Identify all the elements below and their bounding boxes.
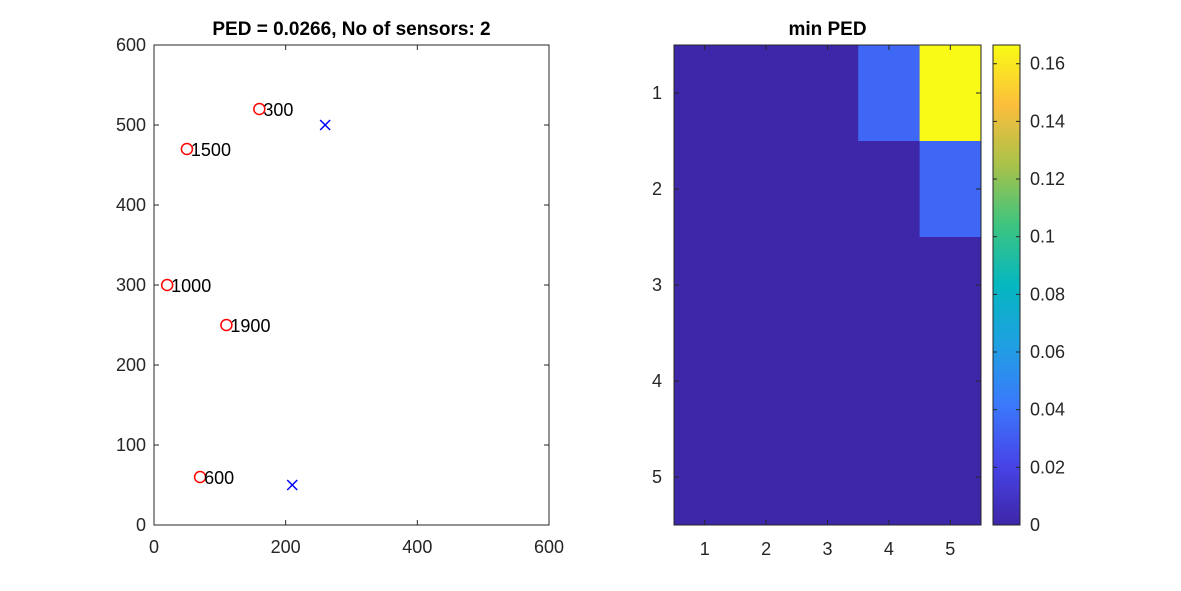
sensor-point-circle (220, 318, 233, 332)
heatmap-cell (919, 141, 982, 238)
point-label: 1500 (191, 140, 231, 160)
colorbar-tick-label: 0.04 (1030, 400, 1065, 420)
heatmap-ticks (674, 45, 981, 525)
heatmap-cell (858, 429, 921, 526)
y-tick-label: 200 (116, 355, 146, 375)
heatmap-cell (735, 141, 798, 238)
heatmap-cell (796, 333, 859, 430)
colorbar-ticks (993, 63, 1020, 526)
sensor-point-x (286, 479, 298, 491)
y-tick-label: 500 (116, 115, 146, 135)
colorbar-tick-label: 0.14 (1030, 111, 1065, 131)
point-label: 1000 (171, 276, 211, 296)
heatmap-cell (919, 333, 982, 430)
heatmap-axes-box (673, 44, 982, 526)
heatmap-x-tick-label: 2 (761, 539, 771, 559)
heatmap-cells (674, 45, 982, 526)
colorbar-tick-label: 0 (1030, 515, 1040, 535)
heatmap-title: min PED (788, 19, 866, 40)
x-tick-label: 200 (271, 537, 301, 557)
x-tick-label: 0 (149, 537, 159, 557)
heatmap-cell (735, 333, 798, 430)
colorbar-tick-labels: 0 0.02 0.04 0.06 0.08 0.1 0.12 0.14 0.16 (1030, 54, 1065, 535)
colorbar-tick-label: 0.16 (1030, 54, 1065, 74)
colorbar-tick-label: 0.06 (1030, 342, 1065, 362)
heatmap-cell (796, 141, 859, 238)
heatmap-cell (796, 429, 859, 526)
heatmap-cell (796, 45, 859, 142)
scatter-points (160, 102, 331, 491)
heatmap-y-tick-label: 1 (652, 83, 662, 103)
scatter-point-labels: 300 1500 1000 1900 600 (171, 100, 293, 488)
scatter-plot-area (154, 45, 549, 525)
colorbar-tick-label: 0.02 (1030, 457, 1065, 477)
heatmap-cell (735, 45, 798, 142)
heatmap-tick-labels: 1 2 3 4 5 1 2 3 4 5 (652, 83, 955, 559)
heatmap-y-tick-label: 5 (652, 467, 662, 487)
colorbar-tick-label: 0.12 (1030, 169, 1065, 189)
heatmap-cell (674, 333, 736, 430)
heatmap-cell (919, 45, 982, 142)
sensor-point-circle (160, 278, 174, 292)
sensor-point-x (319, 119, 331, 131)
heatmap-cell (858, 45, 921, 142)
heatmap-cell (674, 237, 736, 334)
colorbar: 0 0.02 0.04 0.06 0.08 0.1 0.12 0.14 0.16 (992, 44, 1065, 535)
y-tick-label: 100 (116, 435, 146, 455)
heatmap-x-tick-label: 3 (822, 539, 832, 559)
y-tick-label: 600 (116, 35, 146, 55)
y-tick-label: 300 (116, 275, 146, 295)
colorbar-gradient (992, 44, 1021, 526)
sensor-point-circle (180, 142, 194, 156)
heatmap-cell (735, 429, 798, 526)
sensor-point-circle (193, 470, 207, 484)
heatmap-cell (919, 237, 982, 334)
heatmap-cell (735, 237, 798, 334)
sensor-point-circle (253, 102, 266, 116)
colorbar-tick-label: 0.1 (1030, 227, 1055, 247)
heatmap-cell (858, 237, 921, 334)
heatmap-cell (796, 237, 859, 334)
x-marker-stroke (286, 479, 298, 491)
heatmap-cell (858, 333, 921, 430)
heatmap-cell (919, 429, 982, 526)
scatter-tick-labels: 0 200 400 600 0 100 200 300 400 500 600 (116, 35, 564, 557)
heatmap-cell (674, 429, 736, 526)
point-label: 1900 (230, 316, 270, 336)
x-tick-label: 400 (402, 537, 432, 557)
heatmap-x-tick-label: 1 (700, 539, 710, 559)
heatmap: 1 2 3 4 5 1 2 3 4 5 min PED (652, 19, 982, 559)
heatmap-cell (674, 141, 736, 238)
scatter-title: PED = 0.0266, No of sensors: 2 (212, 19, 490, 40)
x-tick-label: 600 (534, 537, 564, 557)
heatmap-cell (858, 141, 921, 238)
y-tick-label: 0 (136, 515, 146, 535)
heatmap-y-tick-label: 3 (652, 275, 662, 295)
y-tick-label: 400 (116, 195, 146, 215)
x-marker-stroke (319, 119, 331, 131)
colorbar-tick-label: 0.08 (1030, 284, 1065, 304)
point-label: 300 (263, 100, 293, 120)
heatmap-x-tick-label: 4 (884, 539, 894, 559)
scatter-plot: 0 200 400 600 0 100 200 300 400 500 600 300 1500 100… (116, 19, 564, 557)
heatmap-y-tick-label: 2 (652, 179, 662, 199)
point-label: 600 (204, 468, 234, 488)
heatmap-y-tick-label: 4 (652, 371, 662, 391)
heatmap-cell (674, 45, 736, 142)
scatter-axes-box (153, 44, 550, 526)
heatmap-x-tick-label: 5 (945, 539, 955, 559)
